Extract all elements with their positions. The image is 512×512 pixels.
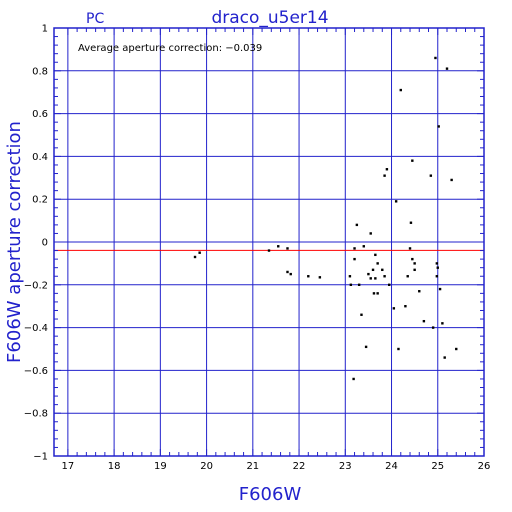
data-point <box>455 347 458 351</box>
data-point <box>450 178 453 182</box>
data-point <box>437 125 440 128</box>
data-point <box>376 292 379 295</box>
data-points <box>193 56 458 381</box>
data-point <box>413 262 416 265</box>
data-point <box>369 232 372 235</box>
data-point <box>445 67 449 70</box>
data-point <box>418 290 421 293</box>
data-point <box>431 326 435 329</box>
y-tick-label: 1 <box>42 24 48 35</box>
x-axis-label: F606W <box>239 484 302 505</box>
data-point <box>392 307 396 310</box>
data-point <box>411 159 414 162</box>
data-point <box>397 347 400 351</box>
x-tick-label: 21 <box>246 461 259 472</box>
data-point <box>435 262 439 265</box>
data-point <box>353 247 356 250</box>
data-point <box>374 277 377 280</box>
y-tick-label: −0.4 <box>24 323 48 334</box>
tick-marks <box>54 27 485 457</box>
x-tick-label: 24 <box>385 461 398 472</box>
data-point <box>381 268 384 272</box>
data-point <box>411 257 414 261</box>
y-tick-label: 0 <box>42 238 48 249</box>
data-point <box>307 275 310 278</box>
data-point <box>394 200 398 203</box>
data-point <box>267 249 271 252</box>
y-tick-label: 0.6 <box>32 109 48 120</box>
data-point <box>441 322 444 325</box>
data-point <box>406 275 409 278</box>
data-point <box>318 276 322 279</box>
data-point <box>369 277 372 280</box>
data-point <box>413 268 416 272</box>
data-point <box>277 245 280 248</box>
data-point <box>372 292 376 295</box>
y-tick-label: −0.6 <box>24 366 48 377</box>
data-point <box>357 283 361 286</box>
x-tick-label: 25 <box>431 461 444 472</box>
data-point <box>371 268 375 272</box>
y-tick-label: 0.8 <box>32 66 48 77</box>
data-point <box>352 377 355 381</box>
x-tick-label: 18 <box>108 461 121 472</box>
data-point <box>422 319 426 323</box>
data-point <box>383 275 386 278</box>
data-point <box>409 221 413 224</box>
x-tick-label: 20 <box>200 461 213 472</box>
data-point <box>435 275 439 278</box>
y-tick-label: 0.2 <box>32 195 48 206</box>
y-tick-labels: 1 0.8 0.6 0.4 0.2 0 −0.2 −0.4 −0.6 −0.8 −1 <box>24 24 48 463</box>
data-point <box>404 305 407 308</box>
data-point <box>434 56 437 60</box>
data-point <box>193 255 197 259</box>
data-point <box>289 272 292 276</box>
data-point <box>385 168 389 171</box>
data-point <box>383 174 386 177</box>
x-tick-label: 23 <box>339 461 352 472</box>
y-tick-label: −0.2 <box>24 280 48 291</box>
data-point <box>374 253 377 257</box>
data-point <box>367 272 370 276</box>
x-tick-label: 17 <box>62 461 75 472</box>
grid-lines <box>54 28 484 456</box>
data-point <box>360 313 363 316</box>
x-tick-label: 26 <box>478 461 491 472</box>
x-tick-labels: 17 18 19 20 21 22 23 24 25 26 <box>62 461 491 472</box>
data-point <box>349 283 353 286</box>
data-point <box>429 174 433 177</box>
data-point <box>364 345 368 349</box>
y-axis-label: F606W aperture correction <box>4 121 25 363</box>
data-point <box>399 88 402 92</box>
data-point <box>362 245 365 248</box>
chart-title: draco_u5er14 <box>211 8 328 28</box>
y-tick-label: 0.4 <box>32 152 48 163</box>
data-point <box>355 223 359 227</box>
data-point <box>436 266 439 269</box>
data-point <box>198 251 201 254</box>
panel-label: PC <box>86 11 104 27</box>
average-annotation: Average aperture correction: −0.039 <box>78 43 262 54</box>
data-point <box>348 275 352 278</box>
data-point <box>376 262 379 265</box>
data-point <box>408 247 412 250</box>
data-point <box>286 247 289 250</box>
x-tick-label: 22 <box>293 461 306 472</box>
x-tick-label: 19 <box>154 461 167 472</box>
data-point <box>438 287 442 291</box>
data-point <box>286 270 289 274</box>
data-point <box>388 283 391 286</box>
data-point <box>353 257 356 261</box>
y-tick-label: −0.8 <box>24 409 48 420</box>
y-tick-label: −1 <box>33 452 48 463</box>
data-point <box>443 356 446 359</box>
